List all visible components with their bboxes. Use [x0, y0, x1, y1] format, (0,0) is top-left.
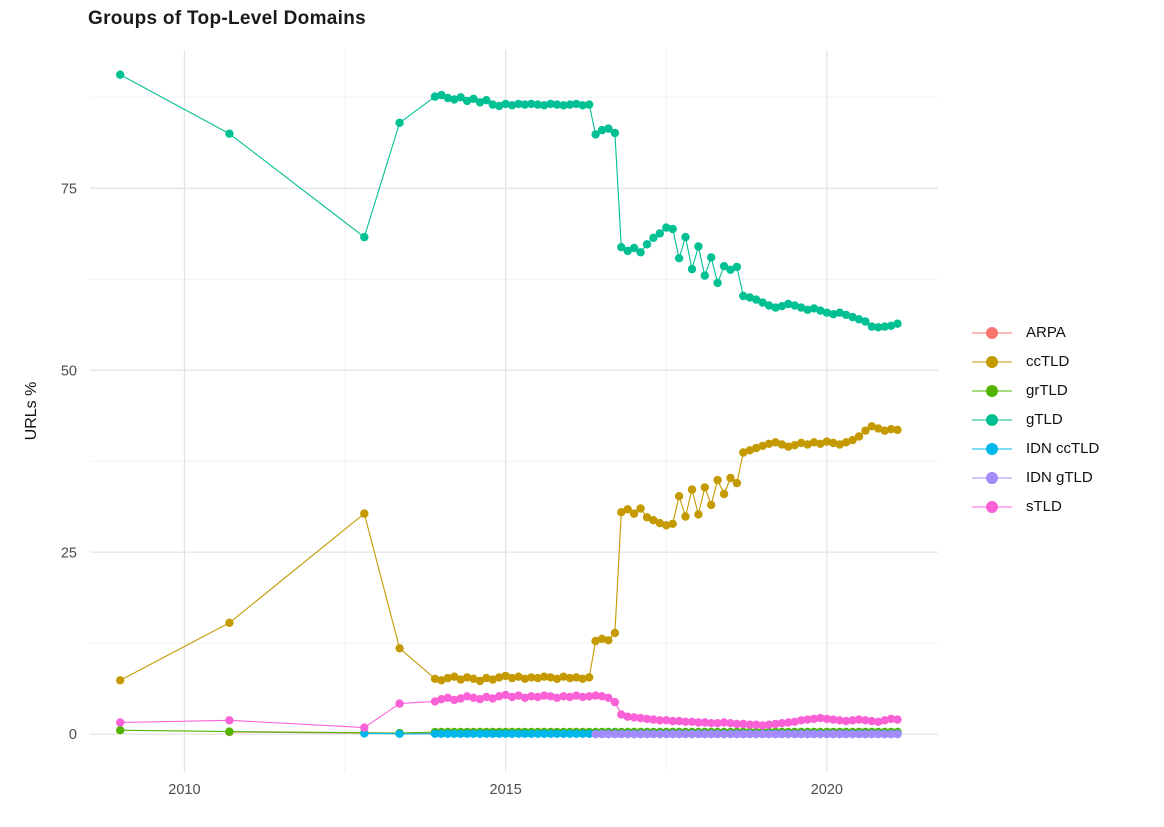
legend-key-icon	[972, 384, 1012, 398]
legend-item-idn-gtld: IDN gTLD	[972, 463, 1099, 492]
y-tick-label: 50	[61, 363, 77, 379]
series-points-gtld	[116, 70, 902, 332]
grid-minor-lines	[90, 50, 938, 772]
y-tick-label: 25	[61, 545, 77, 561]
legend-item-grtld: grTLD	[972, 376, 1099, 405]
legend-label: IDN ccTLD	[1026, 440, 1100, 457]
series-points-stld	[116, 690, 902, 732]
legend-item-cctld: ccTLD	[972, 347, 1099, 376]
legend-key-icon	[972, 471, 1012, 485]
y-tick-label: 75	[61, 181, 77, 197]
legend-key-icon	[972, 500, 1012, 514]
legend-label: IDN gTLD	[1026, 469, 1093, 486]
legend-label: sTLD	[1026, 498, 1062, 515]
legend-label: ccTLD	[1026, 353, 1070, 370]
series-points-idn-gtld	[591, 730, 902, 739]
legend-item-stld: sTLD	[972, 492, 1099, 521]
legend-label: gTLD	[1026, 411, 1063, 428]
series-line-gtld	[119, 74, 898, 328]
legend: ARPA ccTLD grTLD gTLD IDN ccTLD IDN gTLD sTLD	[972, 318, 1099, 521]
data-series-layer	[116, 70, 902, 739]
legend-item-arpa: ARPA	[972, 318, 1099, 347]
legend-key-icon	[972, 413, 1012, 427]
x-tick-label: 2020	[811, 782, 843, 798]
series-cctld	[116, 422, 902, 686]
legend-key-icon	[972, 355, 1012, 369]
legend-label: ARPA	[1026, 324, 1066, 341]
x-tick-label: 2010	[168, 782, 200, 798]
chart-title: Groups of Top-Level Domains	[88, 8, 366, 29]
legend-key-icon	[972, 326, 1012, 340]
y-tick-label: 0	[69, 727, 77, 743]
legend-key-icon	[972, 442, 1012, 456]
legend-item-idn-cctld: IDN ccTLD	[972, 434, 1099, 463]
x-tick-label: 2015	[490, 782, 522, 798]
grid-major-lines	[90, 50, 938, 772]
series-gtld	[116, 70, 902, 332]
legend-label: grTLD	[1026, 382, 1068, 399]
series-idn-gtld	[591, 730, 902, 739]
legend-item-gtld: gTLD	[972, 405, 1099, 434]
axis-tick-labels: 0 25 50 75 2010 2015 2020	[61, 181, 843, 798]
series-points-cctld	[116, 422, 902, 686]
series-stld	[116, 690, 902, 732]
